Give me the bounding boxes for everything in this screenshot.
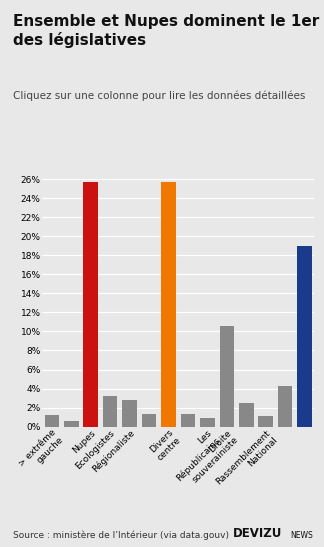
Bar	[84, 182, 98, 427]
Text: Cliquez sur une colonne pour lire les données détaillées: Cliquez sur une colonne pour lire les do…	[13, 90, 305, 101]
Text: Source : ministère de l’Intérieur (via data.gouv): Source : ministère de l’Intérieur (via d…	[13, 531, 229, 540]
Bar	[219, 325, 234, 427]
Bar	[142, 414, 156, 427]
Bar	[122, 400, 137, 427]
Bar	[64, 421, 78, 427]
Bar	[258, 416, 273, 427]
Text: Ensemble et Nupes dominent le 1er tour
des législatives: Ensemble et Nupes dominent le 1er tour d…	[13, 14, 324, 48]
Bar	[103, 396, 117, 427]
Bar	[181, 414, 195, 427]
Bar	[45, 415, 59, 427]
Bar	[239, 403, 253, 427]
Bar	[278, 386, 292, 427]
Bar	[161, 182, 176, 427]
Bar	[200, 418, 214, 427]
Text: NEWS: NEWS	[290, 532, 313, 540]
Text: DEVIZU: DEVIZU	[233, 527, 283, 540]
Bar	[297, 246, 312, 427]
